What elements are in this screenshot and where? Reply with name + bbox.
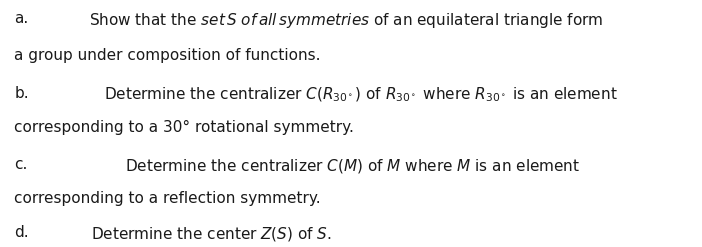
Text: corresponding to a reflection symmetry.: corresponding to a reflection symmetry. (14, 191, 321, 206)
Text: Determine the centralizer $C(M)$ of $M$ where $M$ is an element: Determine the centralizer $C(M)$ of $M$ … (124, 157, 580, 175)
Text: a.: a. (14, 11, 29, 26)
Text: Show that the $\mathit{set\,S}$ $\mathit{of\,all\,symmetries}$ of an equilateral: Show that the $\mathit{set\,S}$ $\mathit… (89, 11, 604, 30)
Text: Determine the centralizer $C(R_{30^\circ})$ of $R_{30^\circ}$ where $R_{30^\circ: Determine the centralizer $C(R_{30^\circ… (104, 86, 618, 104)
Text: a group under composition of functions.: a group under composition of functions. (14, 47, 321, 62)
Text: corresponding to a 30° rotational symmetry.: corresponding to a 30° rotational symmet… (14, 120, 355, 135)
Text: b.: b. (14, 86, 29, 101)
Text: c.: c. (14, 157, 27, 171)
Text: d.: d. (14, 226, 29, 241)
Text: Determine the center $Z(S)$ of $S$.: Determine the center $Z(S)$ of $S$. (91, 226, 332, 244)
